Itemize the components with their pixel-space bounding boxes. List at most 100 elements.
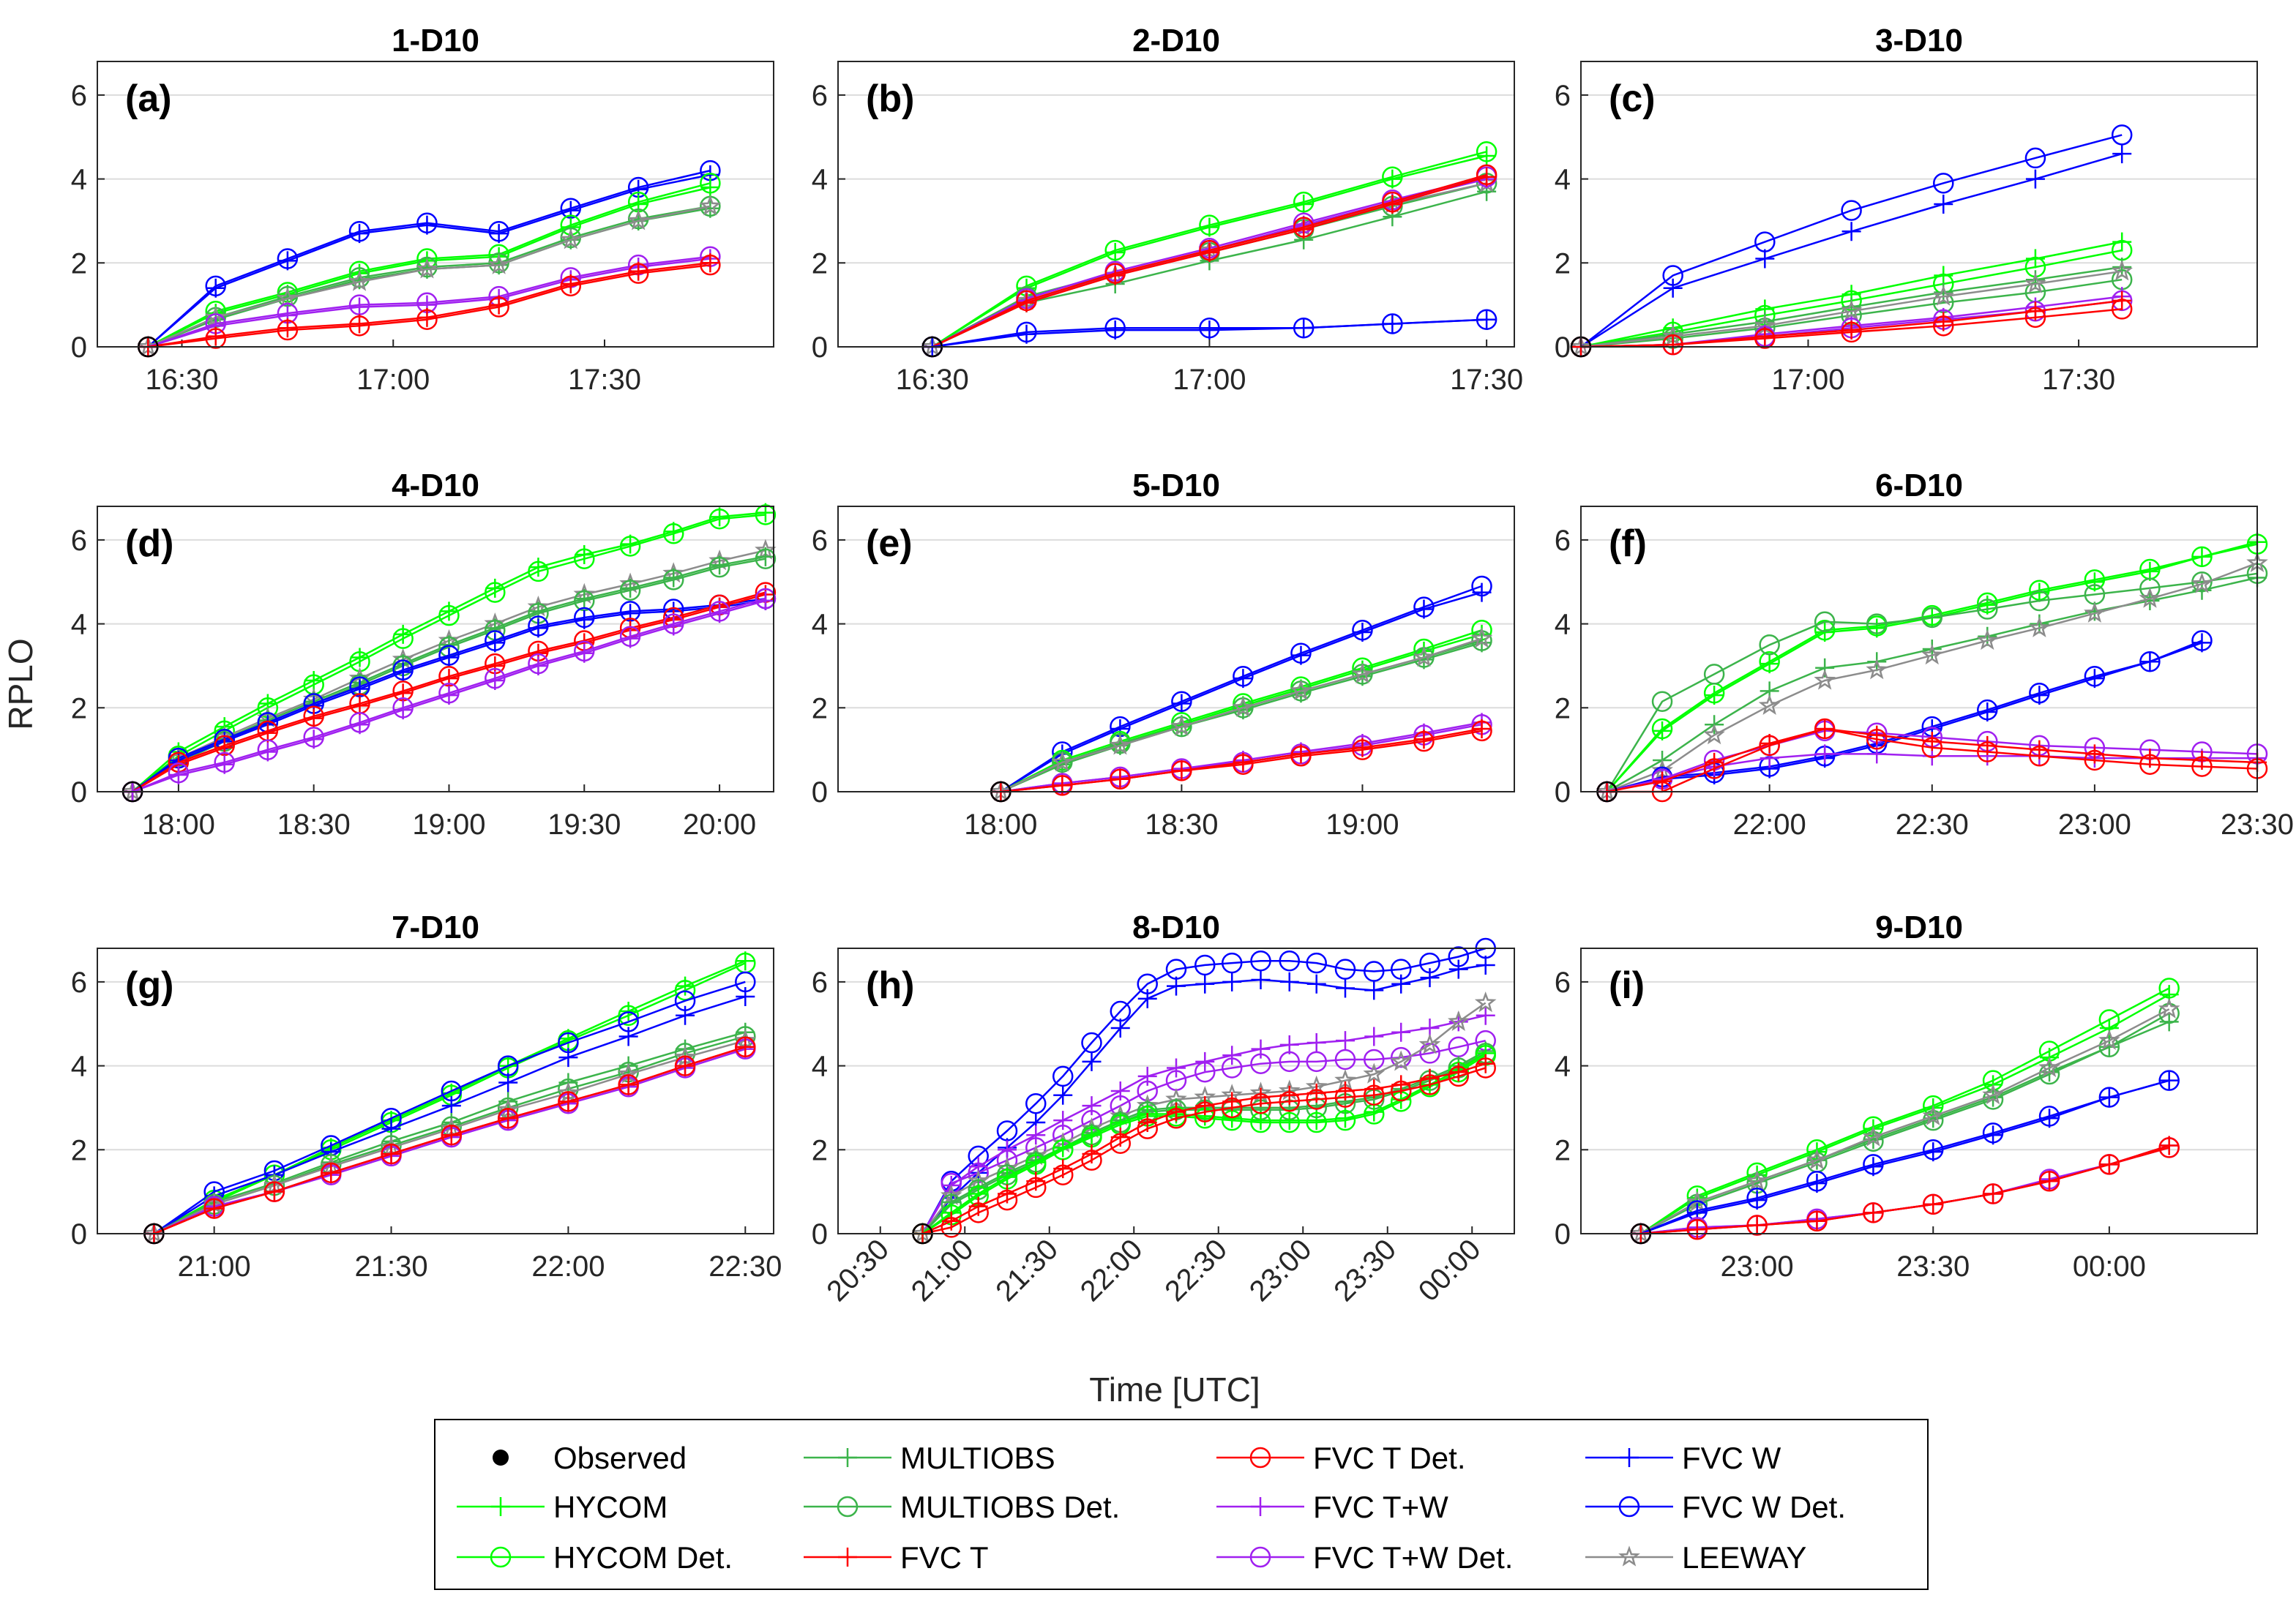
data-point [1663,278,1683,298]
data-point [439,686,459,705]
data-point [381,1144,401,1164]
data-point [438,604,460,626]
legend-label: FVC T+W Det. [1313,1540,1513,1575]
data-point [1978,735,1997,755]
x-tick-label: 23:00 [1721,1251,1794,1283]
data-point [1200,320,1219,340]
data-point [998,1140,1017,1160]
data-point [1334,1109,1356,1131]
x-tick-label: 21:00 [178,1251,251,1283]
data-point [1250,1092,1271,1114]
data-point [1867,725,1887,745]
series-fvc-t-det [912,1057,1496,1245]
data-point [1414,599,1434,619]
y-tick-label: 2 [812,247,828,280]
y-tick-label: 0 [71,776,87,809]
data-point [1746,1169,1768,1191]
y-tick-label: 0 [812,1218,828,1251]
y-tick-label: 0 [71,1218,87,1251]
legend-label: FVC T Det. [1313,1441,1466,1475]
x-tick-label: 17:30 [568,364,641,396]
data-point [2099,1155,2119,1174]
data-point [1922,1104,1945,1126]
data-point [674,980,696,1001]
data-point [1291,645,1311,665]
legend-item-fvc-w-det: FVC W Det. [1585,1490,1846,1524]
data-point [2024,147,2046,169]
legend-marker [490,1546,512,1568]
panel-title: 1-D10 [392,23,479,59]
data-point [1841,200,1862,221]
data-point [1336,978,1355,998]
panel-letter: (e) [866,522,913,565]
data-point [1250,1053,1271,1074]
data-point [1448,959,1468,979]
data-point [1448,1062,1468,1082]
y-tick-label: 4 [812,609,828,641]
data-point [1110,1018,1130,1038]
series-line [1640,1008,2170,1235]
plot-area [1581,506,2257,792]
series-leeway [1596,551,2268,801]
y-tick-label: 0 [812,776,828,809]
data-point [1233,669,1253,689]
axes-frame [1580,61,2258,348]
y-tick-label: 0 [1555,331,1571,364]
data-point [1477,310,1497,329]
data-point [1747,1191,1767,1210]
data-point [1866,659,1888,680]
data-point [1109,734,1132,755]
panel-letter: (f) [1609,522,1647,565]
data-point [700,178,720,198]
data-point [755,591,775,611]
legend-marker [837,1496,859,1518]
axes-frame [97,61,774,348]
data-point [1353,623,1372,642]
legend-marker [1618,1545,1640,1567]
data-point [1017,293,1036,312]
x-tick-label: 17:00 [356,364,430,396]
data-point [2029,580,2050,601]
data-point [618,1005,639,1027]
data-point [1933,173,1954,194]
panel-title: 4-D10 [392,468,479,503]
data-point [1351,662,1374,684]
data-point [755,504,777,525]
panel-letter: (g) [125,964,173,1007]
y-tick-label: 4 [1555,609,1571,641]
data-point [1383,169,1402,189]
data-point [1383,195,1402,214]
panel-title: 9-D10 [1875,910,1963,945]
y-tick-label: 6 [1555,525,1571,557]
data-point [710,507,730,527]
data-point [321,1163,341,1182]
x-tick-label: 21:30 [354,1251,427,1283]
x-tick-label: 19:00 [412,809,485,841]
data-point [558,1048,578,1068]
axes-frame [837,948,1515,1234]
series-hycom [922,146,1497,356]
data-point [1841,320,1861,340]
data-point [1651,718,1673,740]
x-tick-label: 18:30 [1145,809,1218,841]
data-point [1279,1111,1299,1131]
data-point [441,1096,461,1116]
data-point [1051,751,1074,772]
series-fvc-tplusw [913,1005,1495,1243]
data-point [277,251,297,271]
x-tick-label: 19:30 [547,809,621,841]
x-tick-label: 22:30 [708,1251,782,1283]
y-tick-label: 4 [71,164,87,196]
data-point [1815,623,1835,642]
data-point [1364,981,1384,1000]
plot-area [838,506,1514,792]
data-point [2112,290,2132,310]
data-point [1663,335,1683,355]
series-leeway [990,627,1493,801]
data-point [392,628,414,649]
panel-title: 6-D10 [1875,468,1963,503]
data-point [627,209,650,230]
y-tick-label: 6 [1555,967,1571,999]
data-point [1653,721,1672,740]
